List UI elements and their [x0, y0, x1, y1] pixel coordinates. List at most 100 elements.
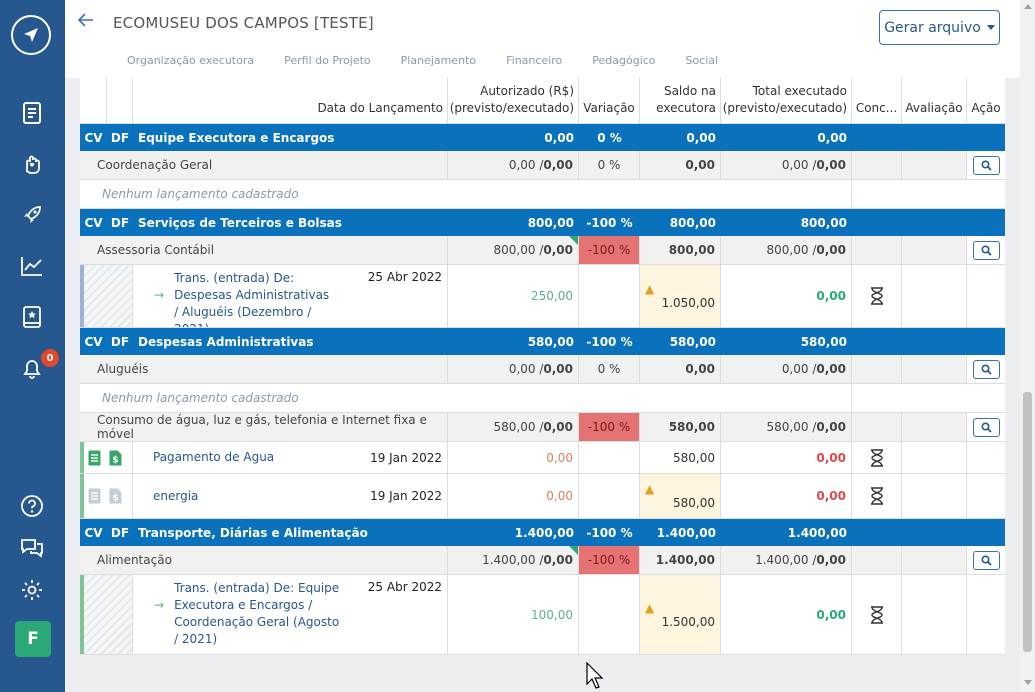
- hourglass-icon[interactable]: [870, 287, 884, 305]
- sidebar-item-settings[interactable]: [16, 574, 48, 606]
- tab-planejamento[interactable]: Planejamento: [400, 54, 477, 67]
- section-total: 0,00: [817, 130, 847, 145]
- corner-marker: [569, 546, 578, 555]
- sidebar-item-help[interactable]: [16, 490, 48, 522]
- section-name: Despesas Administrativas: [138, 334, 314, 349]
- view-details-button[interactable]: [972, 359, 1000, 379]
- subitem-variacao: -100 %: [579, 236, 640, 264]
- vertical-scrollbar[interactable]: [1020, 0, 1035, 692]
- subitem-row[interactable]: Coordenação Geral 0,00 / 0,00 0 % 0,00 0…: [80, 151, 1005, 180]
- section-header-row[interactable]: CV DF Equipe Executora e Encargos 0,00 0…: [80, 124, 1005, 151]
- entry-description-link[interactable]: energia: [153, 488, 199, 503]
- col-header-date[interactable]: Data do Lançamento: [133, 78, 448, 123]
- chart-line-icon: [21, 257, 42, 276]
- entry-total: 0,00: [721, 474, 852, 518]
- tab-perfil-do-projeto[interactable]: Perfil do Projeto: [284, 54, 371, 67]
- subitem-autorizado: 800,00 / 0,00: [448, 236, 579, 264]
- scrollbar-thumb[interactable]: [1023, 392, 1032, 652]
- subitem-name: Coordenação Geral: [80, 151, 448, 179]
- hourglass-icon[interactable]: [870, 448, 884, 467]
- entry-total: 0,00: [721, 442, 852, 473]
- subitem-total: 1.400,00 / 0,00: [721, 546, 852, 574]
- sidebar-item-chart[interactable]: [16, 250, 48, 282]
- back-arrow-icon[interactable]: [77, 11, 94, 32]
- receipt-icon[interactable]: [88, 488, 101, 504]
- subitem-saldo: 1.400,00: [640, 546, 721, 574]
- settings-icon: [22, 580, 42, 600]
- gerar-arquivo-button[interactable]: Gerar arquivo: [879, 10, 1000, 45]
- subitem-autorizado: 1.400,00 / 0,00: [448, 546, 579, 574]
- section-autorizado: 800,00: [527, 215, 574, 230]
- scroll-down-icon[interactable]: [1024, 680, 1032, 685]
- entry-row[interactable]: $ Pagamento de Agua 19 Jan 2022 0,00 580…: [80, 442, 1005, 474]
- tab-pedagogico[interactable]: Pedagógico: [592, 54, 656, 67]
- svg-text:$: $: [112, 455, 118, 465]
- entry-description-link[interactable]: Trans. (entrada) De: Despesas Administra…: [174, 271, 330, 327]
- section-saldo: 580,00: [669, 334, 716, 349]
- entry-row[interactable]: → Trans. (entrada) De: Despesas Administ…: [80, 265, 1005, 328]
- cv-label: CV: [84, 525, 103, 540]
- scroll-up-icon[interactable]: [1024, 4, 1032, 9]
- entry-total: 0,00: [721, 575, 852, 654]
- subitem-row[interactable]: Alimentação 1.400,00 / 0,00 -100 % 1.400…: [80, 546, 1005, 575]
- tab-social[interactable]: Social: [685, 54, 719, 67]
- subitem-row[interactable]: Aluguéis 0,00 / 0,00 0 % 0,00 0,00 / 0,0…: [80, 355, 1005, 384]
- invoice-dollar-icon[interactable]: $: [109, 450, 122, 466]
- sidebar-item-social[interactable]: [16, 148, 48, 180]
- receipt-icon[interactable]: [88, 450, 101, 466]
- subitem-row[interactable]: Consumo de água, luz e gás, telefonia e …: [80, 413, 1005, 442]
- section-autorizado: 0,00: [544, 130, 574, 145]
- subitem-variacao: 0 %: [579, 151, 640, 179]
- subitem-autorizado: 0,00 / 0,00: [448, 355, 579, 383]
- col-header-conc[interactable]: Conc...: [852, 78, 902, 123]
- df-label: DF: [110, 130, 130, 145]
- tab-organizacao-executora[interactable]: Organização executora: [127, 54, 255, 67]
- search-icon: [980, 363, 992, 375]
- subitem-name: Alimentação: [80, 546, 448, 574]
- mouse-cursor-icon: [586, 661, 606, 692]
- tab-financeiro[interactable]: Financeiro: [506, 54, 563, 67]
- section-saldo: 1.400,00: [656, 525, 716, 540]
- subitem-total: 580,00 / 0,00: [721, 413, 852, 441]
- view-details-button[interactable]: [972, 417, 1000, 437]
- entry-description-link[interactable]: Trans. (entrada) De: Equipe Executora e …: [174, 581, 340, 646]
- hourglass-icon[interactable]: [870, 487, 884, 505]
- entry-autorizado: 0,00: [448, 474, 579, 518]
- subitem-variacao: -100 %: [579, 413, 640, 441]
- subitem-name: Consumo de água, luz e gás, telefonia e …: [80, 413, 448, 441]
- section-header-row[interactable]: CV DF Serviços de Terceiros e Bolsas 800…: [80, 209, 1005, 236]
- gerar-arquivo-label: Gerar arquivo: [884, 19, 981, 36]
- subitem-autorizado: 0,00 / 0,00: [448, 151, 579, 179]
- sidebar-item-document[interactable]: [16, 97, 48, 129]
- view-details-button[interactable]: [972, 240, 1000, 260]
- app-logo[interactable]: [11, 15, 51, 55]
- col-header-total[interactable]: Total executado (previsto/executado): [721, 78, 852, 123]
- invoice-dollar-icon[interactable]: $: [109, 488, 122, 504]
- search-icon: [980, 421, 992, 433]
- col-header-saldo[interactable]: Saldo na executora: [640, 78, 721, 123]
- chat-icon: [21, 539, 43, 558]
- subitem-total: 0,00 / 0,00: [721, 151, 852, 179]
- search-icon: [980, 159, 992, 171]
- entry-description-link[interactable]: Pagamento de Agua: [153, 450, 275, 464]
- col-header-avaliacao[interactable]: Avaliação: [902, 78, 967, 123]
- sidebar-item-notifications[interactable]: [16, 352, 48, 384]
- user-avatar[interactable]: F: [15, 621, 51, 657]
- section-header-row[interactable]: CV DF Transporte, Diárias e Alimentação …: [80, 519, 1005, 546]
- entry-row[interactable]: → Trans. (entrada) De: Equipe Executora …: [80, 575, 1005, 655]
- hourglass-icon[interactable]: [870, 605, 884, 624]
- cv-label: CV: [84, 130, 103, 145]
- subitem-row[interactable]: Assessoria Contábil 800,00 / 0,00 -100 %…: [80, 236, 1005, 265]
- sidebar-item-book[interactable]: [16, 301, 48, 333]
- transfer-arrow-icon: →: [154, 598, 165, 612]
- view-details-button[interactable]: [972, 550, 1000, 570]
- col-header-autorizado[interactable]: Autorizado (R$) (previsto/executado): [448, 78, 579, 123]
- view-details-button[interactable]: [972, 155, 1000, 175]
- section-header-row[interactable]: CV DF Despesas Administrativas 580,00 -1…: [80, 328, 1005, 355]
- entry-row[interactable]: $ energia 19 Jan 2022 0,00 ▲ 580,00 0,00: [80, 474, 1005, 519]
- subitem-saldo: 800,00: [640, 236, 721, 264]
- subitem-total: 800,00 / 0,00: [721, 236, 852, 264]
- sidebar-item-chat[interactable]: [16, 532, 48, 564]
- col-header-variacao[interactable]: Variação: [579, 78, 640, 123]
- sidebar-item-rocket[interactable]: [16, 199, 48, 231]
